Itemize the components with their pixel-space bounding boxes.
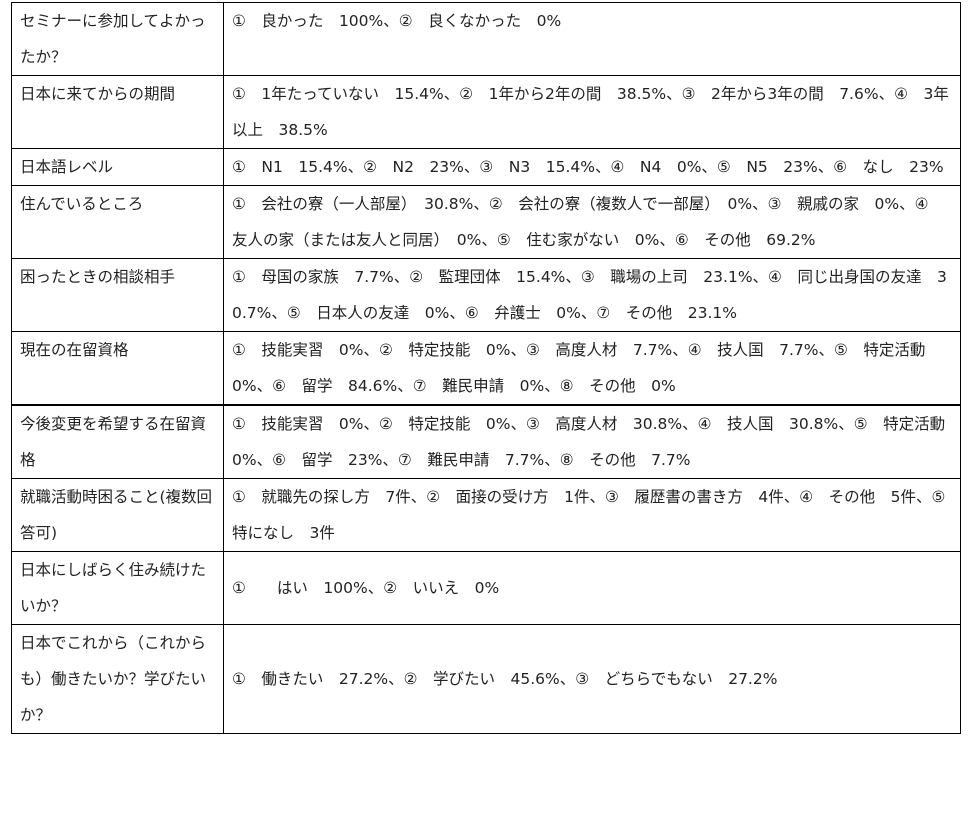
answer-cell: ① はい 100%、② いいえ 0% [223, 551, 961, 625]
survey-results-table: セミナーに参加してよかったか？ ① 良かった 100%、② 良くなかった 0% … [11, 2, 961, 734]
question-cell: 日本にしばらく住み続けたいか？ [11, 551, 224, 625]
answer-cell: ① 会社の寮（一人部屋） 30.8%、② 会社の寮（複数人で一部屋） 0%、③ … [223, 185, 961, 259]
answer-cell: ① N1 15.4%、② N2 23%、③ N3 15.4%、④ N4 0%、⑤… [223, 148, 961, 186]
table-row: 日本語レベル ① N1 15.4%、② N2 23%、③ N3 15.4%、④ … [11, 148, 961, 186]
question-cell: 日本語レベル [11, 148, 224, 186]
question-cell: 日本でこれから（これからも）働きたいか？学びたいか？ [11, 624, 224, 734]
answer-cell: ① 働きたい 27.2%、② 学びたい 45.6%、③ どちらでもない 27.2… [223, 624, 961, 734]
question-cell: 住んでいるところ [11, 185, 224, 259]
table-row: セミナーに参加してよかったか？ ① 良かった 100%、② 良くなかった 0% [11, 2, 961, 76]
table-row: 住んでいるところ ① 会社の寮（一人部屋） 30.8%、② 会社の寮（複数人で一… [11, 185, 961, 259]
answer-cell: ① 就職先の探し方 7件、② 面接の受け方 1件、③ 履歴書の書き方 4件、④ … [223, 478, 961, 552]
question-cell: 就職活動時困ること(複数回答可) [11, 478, 224, 552]
question-cell: 現在の在留資格 [11, 331, 224, 406]
answer-cell: ① 技能実習 0%、② 特定技能 0%、③ 高度人材 30.8%、④ 技人国 3… [223, 404, 961, 479]
question-cell: 困ったときの相談相手 [11, 258, 224, 332]
table-row: 日本にしばらく住み続けたいか？ ① はい 100%、② いいえ 0% [11, 551, 961, 625]
table-row: 現在の在留資格 ① 技能実習 0%、② 特定技能 0%、③ 高度人材 7.7%、… [11, 331, 961, 406]
table-row: 日本でこれから（これからも）働きたいか？学びたいか？ ① 働きたい 27.2%、… [11, 624, 961, 734]
answer-cell: ① 良かった 100%、② 良くなかった 0% [223, 2, 961, 76]
answer-cell: ① 技能実習 0%、② 特定技能 0%、③ 高度人材 7.7%、④ 技人国 7.… [223, 331, 961, 406]
question-cell: セミナーに参加してよかったか？ [11, 2, 224, 76]
answer-cell: ① 1年たっていない 15.4%、② 1年から2年の間 38.5%、③ 2年から… [223, 75, 961, 149]
table-row: 困ったときの相談相手 ① 母国の家族 7.7%、② 監理団体 15.4%、③ 職… [11, 258, 961, 332]
answer-cell: ① 母国の家族 7.7%、② 監理団体 15.4%、③ 職場の上司 23.1%、… [223, 258, 961, 332]
question-cell: 今後変更を希望する在留資格 [11, 404, 224, 479]
table-row: 今後変更を希望する在留資格 ① 技能実習 0%、② 特定技能 0%、③ 高度人材… [11, 404, 961, 479]
table-row: 日本に来てからの期間 ① 1年たっていない 15.4%、② 1年から2年の間 3… [11, 75, 961, 149]
table-row: 就職活動時困ること(複数回答可) ① 就職先の探し方 7件、② 面接の受け方 1… [11, 478, 961, 552]
question-cell: 日本に来てからの期間 [11, 75, 224, 149]
